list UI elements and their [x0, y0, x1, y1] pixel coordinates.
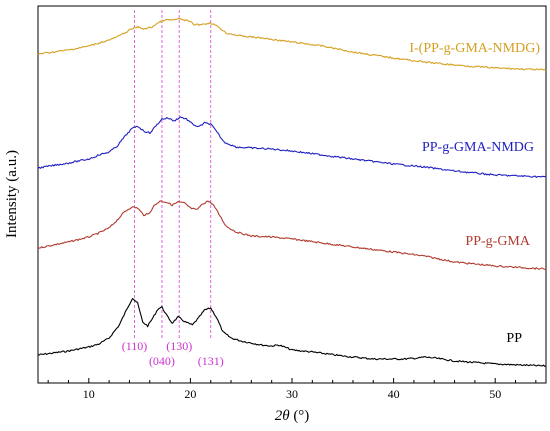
plot-frame	[37, 5, 547, 384]
y-axis-title: Intensity (a.u.)	[4, 150, 20, 238]
series-line-pp	[37, 298, 547, 367]
x-tick-label: 10	[83, 387, 95, 401]
series-line-pp-g-gma-nmdg	[37, 116, 547, 178]
x-axis-title: 2θ (°)	[275, 408, 310, 424]
series-label-i-pp-g-gma-nmdg: I-(PP-g-GMA-NMDG)	[409, 41, 540, 56]
x-axis-title-symbol: 2θ	[275, 408, 291, 424]
series-label-pp-g-gma-nmdg: PP-g-GMA-NMDG	[422, 140, 534, 155]
x-tick-label: 40	[388, 387, 400, 401]
series-label-pp: PP	[506, 331, 522, 346]
x-axis-ticks: 10 20 30 40 50	[47, 378, 537, 401]
x-tick-label: 30	[286, 387, 298, 401]
series-label-pp-g-gma: PP-g-GMA	[465, 234, 530, 249]
series-lines	[37, 17, 547, 367]
peak-label-110: (110)	[122, 339, 148, 353]
x-tick-label: 50	[489, 387, 501, 401]
x-axis-title-unit: (°)	[290, 408, 310, 424]
peak-label-131: (131)	[198, 354, 224, 368]
series-line-i-pp-g-gma-nmdg	[37, 17, 547, 71]
peak-label-040: (040)	[149, 354, 175, 368]
series-line-pp-g-gma	[37, 200, 547, 270]
peak-label-130: (130)	[166, 339, 192, 353]
peak-lines: (110)(040)(130) (131)	[122, 10, 224, 368]
x-tick-label: 20	[184, 387, 196, 401]
